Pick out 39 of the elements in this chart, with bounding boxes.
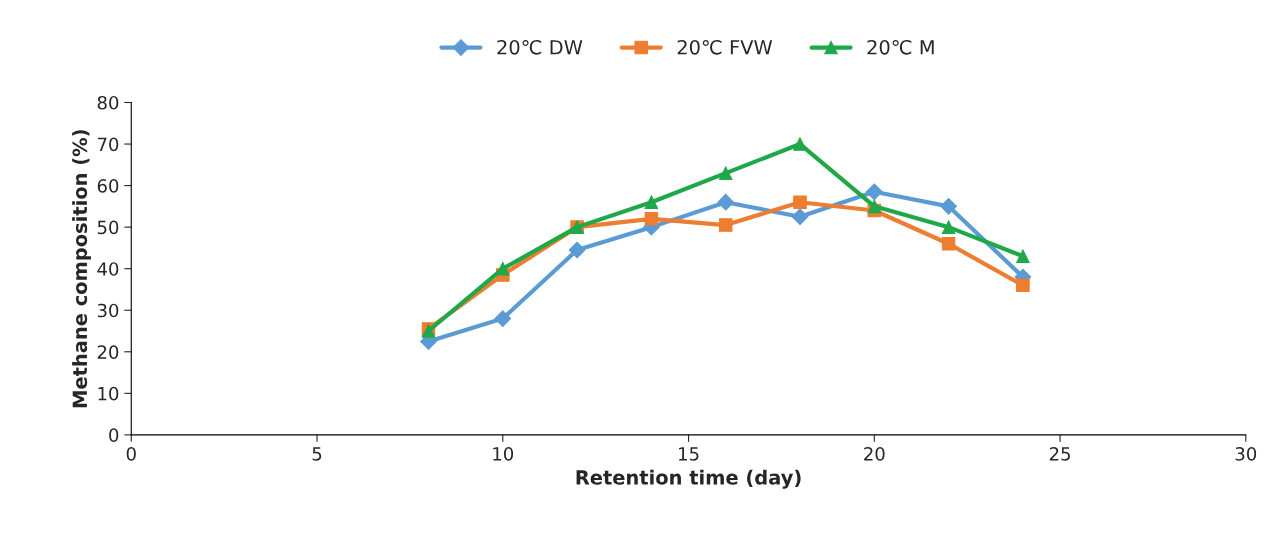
y-tick-label: 30 [97, 303, 119, 318]
point [644, 212, 659, 226]
point [568, 241, 586, 259]
x-tick-label: 25 [1049, 447, 1070, 461]
legend-label: 20℃ M [867, 39, 934, 55]
x-tick-label: 15 [679, 447, 699, 461]
point [793, 137, 807, 151]
legend-label: 20℃ FVW [677, 39, 773, 55]
y-tick-label: 60 [97, 179, 119, 193]
point [717, 193, 735, 211]
point [941, 220, 956, 234]
legend-label: 20℃ DW [497, 39, 583, 55]
point [718, 166, 733, 180]
x-tick-label: 20 [864, 447, 885, 461]
x-tick-label: 10 [493, 447, 514, 461]
point [1016, 278, 1030, 293]
x-tick-label: 5 [312, 447, 322, 461]
point [494, 310, 512, 327]
x-axis-title: Retention time (day) [576, 469, 801, 489]
y-tick-label: 0 [109, 428, 119, 443]
point [865, 183, 883, 201]
point [867, 199, 882, 214]
y-tick-label: 20 [97, 345, 119, 359]
point [940, 197, 957, 215]
y-axis-title: Methane composition (%) [72, 130, 91, 408]
point [793, 195, 807, 209]
y-tick-label: 70 [97, 137, 119, 152]
point [941, 236, 956, 251]
y-tick-label: 10 [98, 386, 119, 401]
x-tick-label: 30 [1235, 447, 1257, 461]
y-tick-label: 50 [97, 220, 119, 235]
x-tick-label: 0 [126, 447, 136, 461]
point [718, 218, 733, 232]
y-tick-label: 40 [97, 262, 119, 276]
point [1016, 249, 1030, 263]
y-tick-label: 80 [97, 95, 119, 110]
point [496, 261, 510, 276]
point [791, 208, 809, 226]
point [644, 195, 659, 209]
